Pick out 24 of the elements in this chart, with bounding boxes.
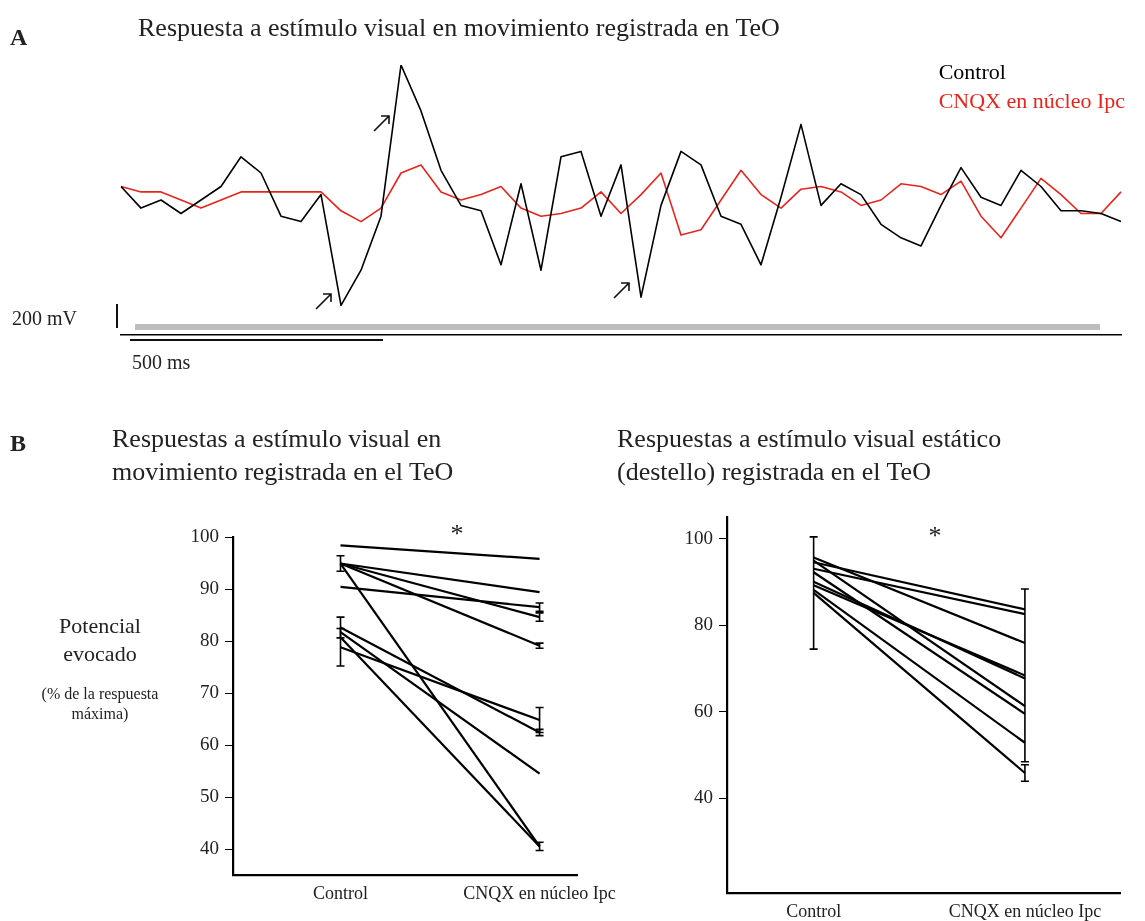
chart-title: Respuestas a estímulo visual estático (destello) registrada en el TeO — [617, 423, 1003, 488]
text: A — [10, 23, 28, 52]
y-tick-label: 80 — [200, 628, 219, 650]
text: CNQX en núcleo Ipc — [938, 86, 1125, 115]
y-tick-label: 80 — [694, 613, 713, 635]
y-tick-label: 90 — [200, 576, 219, 598]
y-tick-label: 40 — [694, 786, 713, 808]
chart-title: Respuesta a estímulo visual en movimiento registrada en TeO — [138, 12, 781, 44]
text: 200 mV — [12, 306, 77, 331]
y-tick-label: 50 — [200, 784, 219, 806]
y-tick-label: 70 — [200, 680, 219, 702]
text: Control — [938, 58, 1007, 86]
text: (% de la respuesta máxima) — [41, 684, 159, 724]
y-tick-label: 40 — [200, 836, 219, 858]
text: 500 ms — [132, 350, 191, 375]
text: B — [10, 429, 27, 458]
y-tick-label: 100 — [190, 524, 219, 546]
annotation: * — [450, 518, 464, 550]
y-tick-label: 60 — [694, 699, 713, 721]
chart-title: Respuestas a estímulo visual en movimiento registrada en el TeO — [112, 423, 455, 488]
annotation: * — [928, 520, 942, 552]
y-axis-title: Potencial evocado — [59, 612, 141, 667]
y-tick-label: 60 — [200, 732, 219, 754]
y-tick-label: 100 — [684, 526, 713, 548]
